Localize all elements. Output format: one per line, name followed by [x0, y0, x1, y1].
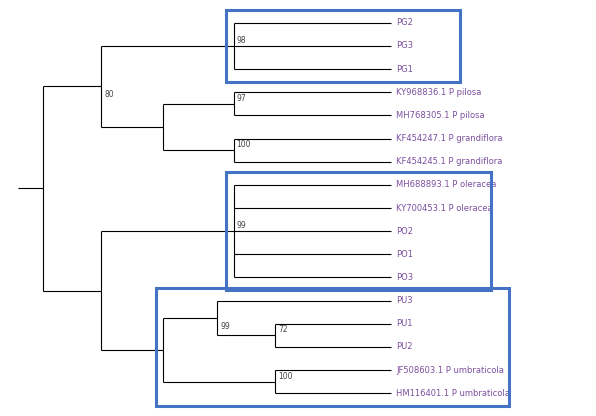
Text: 99: 99	[220, 322, 230, 331]
Text: KF454247.1 P grandiflora: KF454247.1 P grandiflora	[396, 134, 502, 143]
Bar	[156, 288, 509, 406]
Text: 98: 98	[237, 36, 246, 45]
Text: PO1: PO1	[396, 250, 413, 259]
Text: 99: 99	[237, 221, 246, 230]
Text: KF454245.1 P grandiflora: KF454245.1 P grandiflora	[396, 157, 502, 166]
Text: PU3: PU3	[396, 296, 413, 305]
Bar	[226, 10, 460, 82]
Text: MH768305.1 P pilosa: MH768305.1 P pilosa	[396, 111, 485, 120]
Text: PO2: PO2	[396, 227, 413, 235]
Bar	[226, 172, 491, 290]
Text: 72: 72	[278, 325, 288, 334]
Text: PG2: PG2	[396, 18, 413, 27]
Text: 100: 100	[278, 371, 293, 381]
Text: JF508603.1 P umbraticola: JF508603.1 P umbraticola	[396, 366, 504, 375]
Text: KY968836.1 P pilosa: KY968836.1 P pilosa	[396, 88, 482, 97]
Text: PG1: PG1	[396, 64, 413, 74]
Text: 80: 80	[104, 90, 114, 99]
Text: 97: 97	[237, 94, 246, 103]
Text: PU2: PU2	[396, 342, 412, 352]
Text: 100: 100	[237, 140, 251, 149]
Text: PU1: PU1	[396, 319, 412, 328]
Text: PG3: PG3	[396, 41, 413, 50]
Text: MH688893.1 P oleracea: MH688893.1 P oleracea	[396, 181, 496, 189]
Text: HM116401.1 P umbraticola: HM116401.1 P umbraticola	[396, 389, 510, 398]
Text: PO3: PO3	[396, 273, 413, 282]
Text: KY700453.1 P oleracea: KY700453.1 P oleracea	[396, 203, 493, 213]
